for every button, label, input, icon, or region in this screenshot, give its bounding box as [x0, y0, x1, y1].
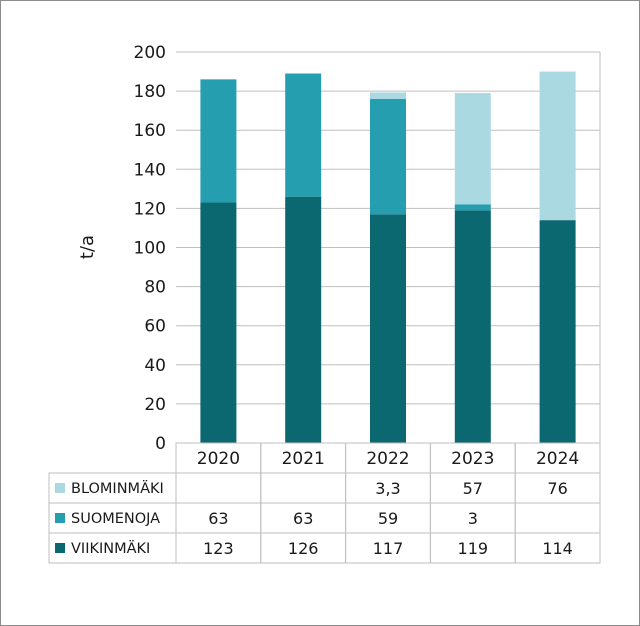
data-label: 59 — [378, 509, 398, 528]
data-label: 123 — [203, 539, 234, 558]
y-tick-label: 160 — [134, 121, 166, 141]
data-label: 126 — [288, 539, 319, 558]
bar-segment-viikinmäki-2022 — [370, 214, 406, 443]
y-tick-label: 180 — [134, 82, 166, 102]
bar-segment-suomenoja-2021 — [285, 73, 322, 197]
bar-segment-viikinmäki-2023 — [454, 210, 491, 443]
data-table: 2020 2021 2022 2023 2024 BLOMINMÄKI 3,3 57 76 SUO… — [48, 442, 601, 564]
data-label: 76 — [547, 479, 567, 498]
y-tick-label: 100 — [134, 239, 166, 259]
x-category-label: 2022 — [366, 449, 409, 469]
table-cell — [514, 502, 601, 534]
bar-segment-blominmäki-2024 — [539, 71, 576, 221]
legend-label: VIIKINMÄKI — [71, 539, 150, 557]
legend-swatch — [55, 543, 65, 553]
legend-label: SUOMENOJA — [71, 511, 160, 527]
y-tick-label: 120 — [134, 199, 166, 219]
table-cell — [514, 532, 601, 564]
data-label: 57 — [463, 479, 483, 498]
bar-segment-suomenoja-2020 — [200, 79, 237, 203]
legend-swatch — [55, 483, 65, 493]
data-label: 119 — [458, 539, 489, 558]
bars — [200, 71, 576, 443]
x-category-label: 2023 — [451, 449, 494, 469]
y-tick-label: 80 — [144, 278, 166, 298]
bar-segment-blominmäki-2023 — [454, 93, 491, 205]
x-category-label: 2024 — [536, 449, 579, 469]
x-category-label: 2021 — [282, 449, 325, 469]
y-axis: 0 20 40 60 80 100 120 140 160 180 200 — [134, 43, 166, 454]
legend-label: BLOMINMÄKI — [71, 479, 164, 497]
x-category-label: 2020 — [197, 449, 240, 469]
y-tick-label: 60 — [144, 317, 166, 337]
bar-segment-suomenoja-2023 — [454, 204, 491, 211]
bar-segment-viikinmäki-2021 — [285, 196, 322, 443]
table-cell — [175, 472, 262, 504]
data-label: 117 — [373, 539, 404, 558]
y-tick-label: 40 — [144, 356, 166, 376]
table-cell — [260, 472, 347, 504]
data-label: 63 — [293, 509, 313, 528]
y-tick-label: 200 — [134, 43, 166, 63]
bar-segment-viikinmäki-2024 — [539, 220, 576, 443]
y-tick-label: 140 — [134, 160, 166, 180]
legend-swatch — [55, 513, 65, 523]
data-label: 63 — [208, 509, 228, 528]
data-label: 114 — [542, 539, 573, 558]
data-label: 3,3 — [375, 479, 400, 498]
bar-segment-blominmäki-2022 — [370, 92, 406, 99]
bar-segment-viikinmäki-2020 — [200, 202, 237, 443]
y-axis-label: t/a — [77, 235, 98, 259]
bar-segment-suomenoja-2022 — [370, 98, 406, 215]
y-tick-label: 20 — [144, 395, 166, 415]
data-label: 3 — [468, 509, 478, 528]
y-tick-label: 0 — [155, 434, 166, 454]
